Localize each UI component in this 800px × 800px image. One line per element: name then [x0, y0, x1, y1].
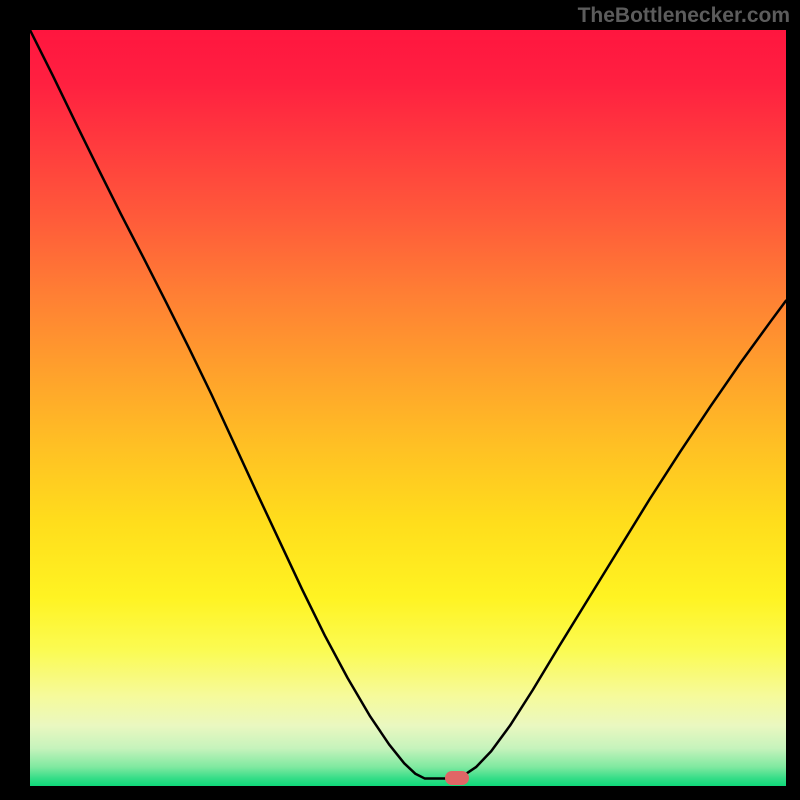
root-container: { "watermark": { "text": "TheBottlenecke… [0, 0, 800, 800]
bottleneck-curve-layer [30, 30, 786, 786]
optimal-point-marker [445, 771, 469, 785]
bottleneck-curve [30, 30, 786, 778]
watermark-text: TheBottlenecker.com [578, 4, 790, 28]
plot-area [30, 30, 786, 786]
